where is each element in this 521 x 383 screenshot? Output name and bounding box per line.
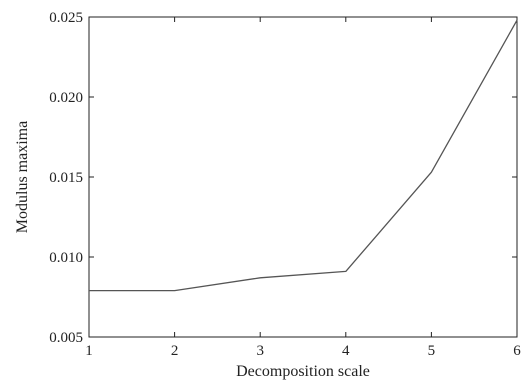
series-line — [89, 19, 518, 292]
y-tick-label: 0.015 — [49, 170, 83, 186]
plot-frame — [88, 16, 518, 338]
x-tick-label: 4 — [342, 343, 350, 359]
x-tick-label: 6 — [513, 343, 521, 359]
x-tick-label: 1 — [85, 343, 93, 359]
y-tick-label: 0.020 — [49, 90, 83, 106]
x-tick-label: 3 — [256, 343, 264, 359]
series-layer — [89, 19, 518, 292]
y-axis-label: Modulus maxima — [14, 121, 31, 233]
ticks-layer: 1 2 3 4 5 6 0.005 0.010 0.015 0.020 0.025 — [49, 10, 521, 359]
y-tick-label: 0.010 — [49, 250, 83, 266]
y-tick-label: 0.025 — [49, 10, 83, 26]
x-axis-label: Decomposition scale — [236, 363, 370, 380]
x-tick-label: 2 — [171, 343, 179, 359]
x-tick-label: 5 — [428, 343, 436, 359]
y-tick-label: 0.005 — [49, 330, 83, 346]
